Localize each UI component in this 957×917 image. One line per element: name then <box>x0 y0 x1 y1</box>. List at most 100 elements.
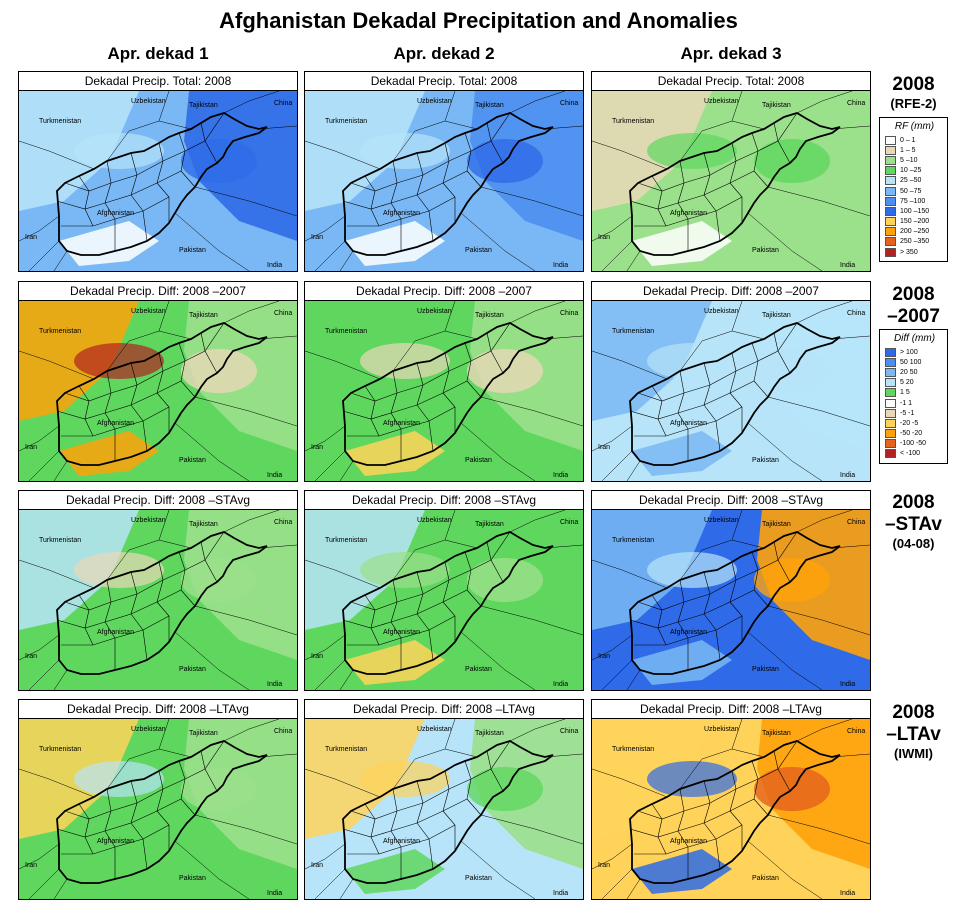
place-label: China <box>560 519 578 526</box>
place-label: Pakistan <box>465 247 492 254</box>
place-label: Turkmenistan <box>39 328 81 335</box>
place-label: Afghanistan <box>670 838 707 845</box>
map-panel: Dekadal Precip. Total: 2008 Uzbekistan Taj… <box>304 71 584 272</box>
place-label: India <box>840 890 855 897</box>
row-label-total: 2008 (RFE-2) <box>870 74 957 112</box>
row-label-main: 2008 <box>892 284 935 305</box>
legend-label: > 100 <box>900 348 918 356</box>
place-label: Afghanistan <box>670 629 707 636</box>
place-label: China <box>560 728 578 735</box>
place-label: China <box>847 310 865 317</box>
legend-item: -100 -50 <box>885 439 944 449</box>
legend-label: -20 -5 <box>900 419 919 427</box>
map-panel: Dekadal Precip. Diff: 2008 –LTAvg Uzbekis… <box>591 699 871 900</box>
legend-item: 5 –10 <box>885 155 944 165</box>
legend-item: 20 50 <box>885 367 944 377</box>
row-label-sub: (RFE-2) <box>890 96 937 111</box>
place-label: Turkmenistan <box>612 328 654 335</box>
place-label: Turkmenistan <box>612 746 654 753</box>
place-label: Pakistan <box>752 457 779 464</box>
place-label: Uzbekistan <box>131 98 166 105</box>
place-label: India <box>553 262 568 269</box>
legend-item: 50 100 <box>885 357 944 367</box>
panel-title: Dekadal Precip. Diff: 2008 –2007 <box>19 282 297 301</box>
place-label: Iran <box>598 444 610 451</box>
place-label: India <box>267 681 282 688</box>
place-label: Iran <box>311 234 323 241</box>
legend-label: 1 – 5 <box>900 146 916 154</box>
legend-label: 25 –50 <box>900 177 922 185</box>
row-label-diff-2007: 2008 –2007 <box>870 284 957 328</box>
legend-label: -100 -50 <box>900 440 927 448</box>
legend-item: > 100 <box>885 347 944 357</box>
place-label: Turkmenistan <box>325 118 367 125</box>
place-label: India <box>267 472 282 479</box>
place-label: Afghanistan <box>97 210 134 217</box>
legend-label: 150 –200 <box>900 218 930 226</box>
legend-swatch <box>885 196 896 206</box>
row-label-main: 2008 <box>892 702 935 723</box>
place-label: Tajikistan <box>475 521 504 528</box>
map-panel: Dekadal Precip. Diff: 2008 –LTAvg Uzbekis… <box>18 699 298 900</box>
place-label: Pakistan <box>179 457 206 464</box>
map-panel: Dekadal Precip. Diff: 2008 –2007 Uzbekist… <box>18 281 298 482</box>
place-label: Turkmenistan <box>612 118 654 125</box>
legend-item: 10 –25 <box>885 166 944 176</box>
place-label: Afghanistan <box>97 838 134 845</box>
place-label: Tajikistan <box>762 102 791 109</box>
row-label-note: (04-08) <box>892 536 935 551</box>
legend-label: 10 –25 <box>900 167 922 175</box>
legend-item: -50 -20 <box>885 429 944 439</box>
place-label: Tajikistan <box>475 312 504 319</box>
place-label: Iran <box>25 862 37 869</box>
map-panel: Dekadal Precip. Total: 2008 Uzbekistan Taj… <box>591 71 871 272</box>
place-label: Tajikistan <box>762 521 791 528</box>
legend-item: -5 -1 <box>885 408 944 418</box>
legend-swatch <box>885 408 896 418</box>
precipitation-map: Uzbekistan Tajikistan China Turkmenistan Afg… <box>19 719 297 899</box>
map-panel: Dekadal Precip. Total: 2008 Uzbekistan Taj… <box>18 71 298 272</box>
panel-title: Dekadal Precip. Total: 2008 <box>305 72 583 91</box>
place-label: China <box>274 519 292 526</box>
place-label: India <box>553 890 568 897</box>
place-label: Pakistan <box>752 247 779 254</box>
legend-swatch <box>885 206 896 216</box>
place-label: India <box>840 262 855 269</box>
place-label: Afghanistan <box>97 629 134 636</box>
legend-item: 0 – 1 <box>885 135 944 145</box>
panel-title: Dekadal Precip. Diff: 2008 –2007 <box>305 282 583 301</box>
row-label-sub: –2007 <box>887 306 940 327</box>
panel-title: Dekadal Precip. Total: 2008 <box>19 72 297 91</box>
place-label: Tajikistan <box>762 730 791 737</box>
legend-swatch <box>885 449 896 459</box>
place-label: Iran <box>25 653 37 660</box>
place-label: Tajikistan <box>475 730 504 737</box>
map-panel: Dekadal Precip. Diff: 2008 –LTAvg Uzbekis… <box>304 699 584 900</box>
place-label: Afghanistan <box>383 420 420 427</box>
place-label: Uzbekistan <box>704 308 739 315</box>
place-label: Pakistan <box>752 666 779 673</box>
legend-swatch <box>885 398 896 408</box>
place-label: India <box>553 472 568 479</box>
legend-item: > 350 <box>885 247 944 257</box>
legend-label: -50 -20 <box>900 430 923 438</box>
precipitation-map: Uzbekistan Tajikistan China Turkmenistan Afg… <box>305 301 583 481</box>
legend-label: 5 –10 <box>900 156 918 164</box>
place-label: Uzbekistan <box>417 98 452 105</box>
legend-swatch <box>885 378 896 388</box>
legend-label: 75 –100 <box>900 197 926 205</box>
place-label: Afghanistan <box>97 420 134 427</box>
place-label: Turkmenistan <box>325 746 367 753</box>
place-label: Iran <box>598 234 610 241</box>
row-label-sub: –LTAv <box>886 724 941 745</box>
legend-label: 5 20 <box>900 379 914 387</box>
legend-title: Diff (mm) <box>893 333 936 344</box>
place-label: Afghanistan <box>383 629 420 636</box>
precipitation-map: Uzbekistan Tajikistan China Turkmenistan Afg… <box>19 301 297 481</box>
row-label-note: (IWMI) <box>894 746 933 761</box>
legend-item: 250 –350 <box>885 237 944 247</box>
panel-title: Dekadal Precip. Total: 2008 <box>592 72 870 91</box>
legend-swatch <box>885 166 896 176</box>
place-label: Tajikistan <box>189 102 218 109</box>
legend-label: 50 100 <box>900 358 922 366</box>
